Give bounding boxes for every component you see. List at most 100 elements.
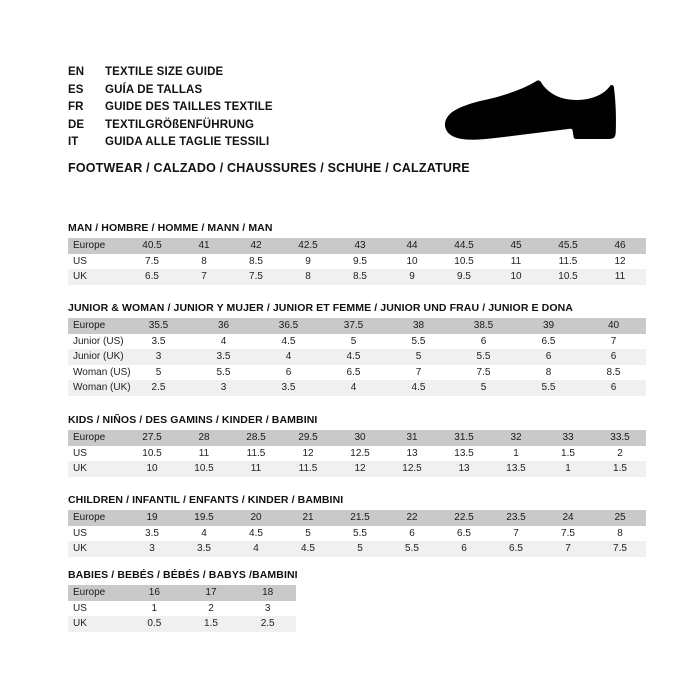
size-cell: 7.5: [230, 269, 282, 285]
language-code: ES: [68, 83, 84, 96]
size-cell: 13.5: [438, 445, 490, 461]
size-cell: 3: [239, 600, 296, 616]
size-cell: 6: [516, 349, 581, 365]
size-cell: 0.5: [126, 616, 183, 632]
size-cell: 8: [282, 269, 334, 285]
row-label: Europe: [68, 510, 126, 526]
size-cell: 5.5: [334, 525, 386, 541]
size-cell: 3: [191, 380, 256, 396]
size-cell: 9.5: [334, 253, 386, 269]
size-cell: 5: [451, 380, 516, 396]
language-row: ES GUÍA DE TALLAS: [68, 82, 438, 100]
size-cell: 7.5: [126, 253, 178, 269]
size-cell: 9: [386, 269, 438, 285]
column-header-cell: 23.5: [490, 510, 542, 526]
size-cell: 6: [581, 380, 646, 396]
section-title: BABIES / BEBÉS / BÉBÉS / BABYS /BAMBINI: [68, 569, 298, 581]
table-row: US 1 2 3: [68, 600, 296, 616]
column-header-cell: 31.5: [438, 430, 490, 446]
row-label: Woman (UK): [68, 380, 131, 396]
size-cell: 1: [542, 461, 594, 477]
row-label: UK: [68, 461, 126, 477]
size-cell: 12: [282, 445, 334, 461]
section-title: CHILDREN / INFANTIL / ENFANTS / KINDER /…: [68, 494, 344, 506]
size-cell: 5: [321, 333, 386, 349]
size-cell: 6.5: [516, 333, 581, 349]
size-cell: 5.5: [386, 541, 438, 557]
size-cell: 7: [581, 333, 646, 349]
column-header-cell: 21: [282, 510, 334, 526]
column-header-cell: 42.5: [282, 238, 334, 254]
language-title: TEXTILGRÖßENFÜHRUNG: [105, 118, 255, 131]
size-cell: 5.5: [191, 364, 256, 380]
size-cell: 13.5: [490, 461, 542, 477]
size-section-children: CHILDREN / INFANTIL / ENFANTS / KINDER /…: [68, 494, 646, 557]
size-cell: 4: [256, 349, 321, 365]
size-cell: 10.5: [126, 445, 178, 461]
table-header-row: Europe 16 17 18: [68, 585, 296, 601]
language-row: DE TEXTILGRÖßENFÜHRUNG: [68, 117, 438, 135]
table-row: UK 0.5 1.5 2.5: [68, 616, 296, 632]
size-cell: 12: [594, 253, 646, 269]
size-cell: 11: [490, 253, 542, 269]
size-section-kids: KIDS / NIÑOS / DES GAMINS / KINDER / BAM…: [68, 414, 646, 477]
table-row: Junior (UK) 3 3.5 4 4.5 5 5.5 6 6: [68, 349, 646, 365]
size-cell: 9: [282, 253, 334, 269]
size-cell: 4.5: [230, 525, 282, 541]
row-label: US: [68, 525, 126, 541]
language-title: GUÍA DE TALLAS: [105, 83, 203, 96]
size-cell: 8.5: [334, 269, 386, 285]
size-cell: 3: [126, 349, 191, 365]
size-cell: 11.5: [282, 461, 334, 477]
size-table-junior-woman: Europe 35.5 36 36.5 37.5 38 38.5 39 40 Junior (US…: [68, 318, 646, 396]
table-row: US 10.5 11 11.5 12 12.5 13 13.5 1 1.5 2: [68, 445, 646, 461]
size-cell: 10.5: [178, 461, 230, 477]
size-cell: 4: [178, 525, 230, 541]
column-header-cell: 22.5: [438, 510, 490, 526]
column-header-cell: 40: [581, 318, 646, 334]
language-code: IT: [68, 136, 79, 148]
size-cell: 4: [321, 380, 386, 396]
size-cell: 12.5: [386, 461, 438, 477]
column-header-cell: 25: [594, 510, 646, 526]
column-header-cell: 35.5: [126, 318, 191, 334]
size-cell: 3: [126, 541, 178, 557]
language-row: IT GUIDA ALLE TAGLIE TESSILI: [68, 134, 438, 152]
size-cell: 6: [386, 525, 438, 541]
size-table-man: Europe 40.5 41 42 42.5 43 44 44.5 45 45.5 46 US 7.5 8…: [68, 238, 646, 285]
size-cell: 10.5: [542, 269, 594, 285]
size-cell: 7: [542, 541, 594, 557]
table-row: Woman (UK) 2.5 3 3.5 4 4.5 5 5.5 6: [68, 380, 646, 396]
size-cell: 3.5: [191, 349, 256, 365]
table-header-row: Europe 35.5 36 36.5 37.5 38 38.5 39 40: [68, 318, 646, 334]
table-row: US 3.5 4 4.5 5 5.5 6 6.5 7 7.5 8: [68, 525, 646, 541]
page-title: FOOTWEAR / CALZADO / CHAUSSURES / SCHUHE…: [68, 161, 470, 175]
size-section-man: MAN / HOMBRE / HOMME / MANN / MAN Europe 4…: [68, 222, 646, 285]
size-cell: 3.5: [126, 525, 178, 541]
size-cell: 1.5: [594, 461, 646, 477]
column-header-cell: 36: [191, 318, 256, 334]
size-cell: 1.5: [182, 616, 240, 632]
size-cell: 7: [490, 525, 542, 541]
row-label: UK: [68, 269, 126, 285]
language-row: EN TEXTILE SIZE GUIDE: [68, 64, 438, 82]
language-title: GUIDA ALLE TAGLIE TESSILI: [105, 136, 270, 148]
size-cell: 6: [581, 349, 646, 365]
size-cell: 7.5: [594, 541, 646, 557]
row-label: US: [68, 445, 126, 461]
column-header-cell: 44: [386, 238, 438, 254]
table-header-row: Europe 27.5 28 28.5 29.5 30 31 31.5 32 33 33.5: [68, 430, 646, 446]
row-label: Europe: [68, 238, 126, 254]
size-cell: 8: [178, 253, 230, 269]
row-label: UK: [68, 616, 126, 632]
size-cell: 8.5: [581, 364, 646, 380]
size-table-children: Europe 19 19.5 20 21 21.5 22 22.5 23.5 24 25 US 3.5 4…: [68, 510, 646, 557]
language-code: FR: [68, 101, 84, 113]
size-cell: 7: [178, 269, 230, 285]
column-header-cell: 43: [334, 238, 386, 254]
size-cell: 5: [334, 541, 386, 557]
column-header-cell: 27.5: [126, 430, 178, 446]
size-cell: 6.5: [321, 364, 386, 380]
size-cell: 11.5: [542, 253, 594, 269]
row-label: US: [68, 600, 126, 616]
